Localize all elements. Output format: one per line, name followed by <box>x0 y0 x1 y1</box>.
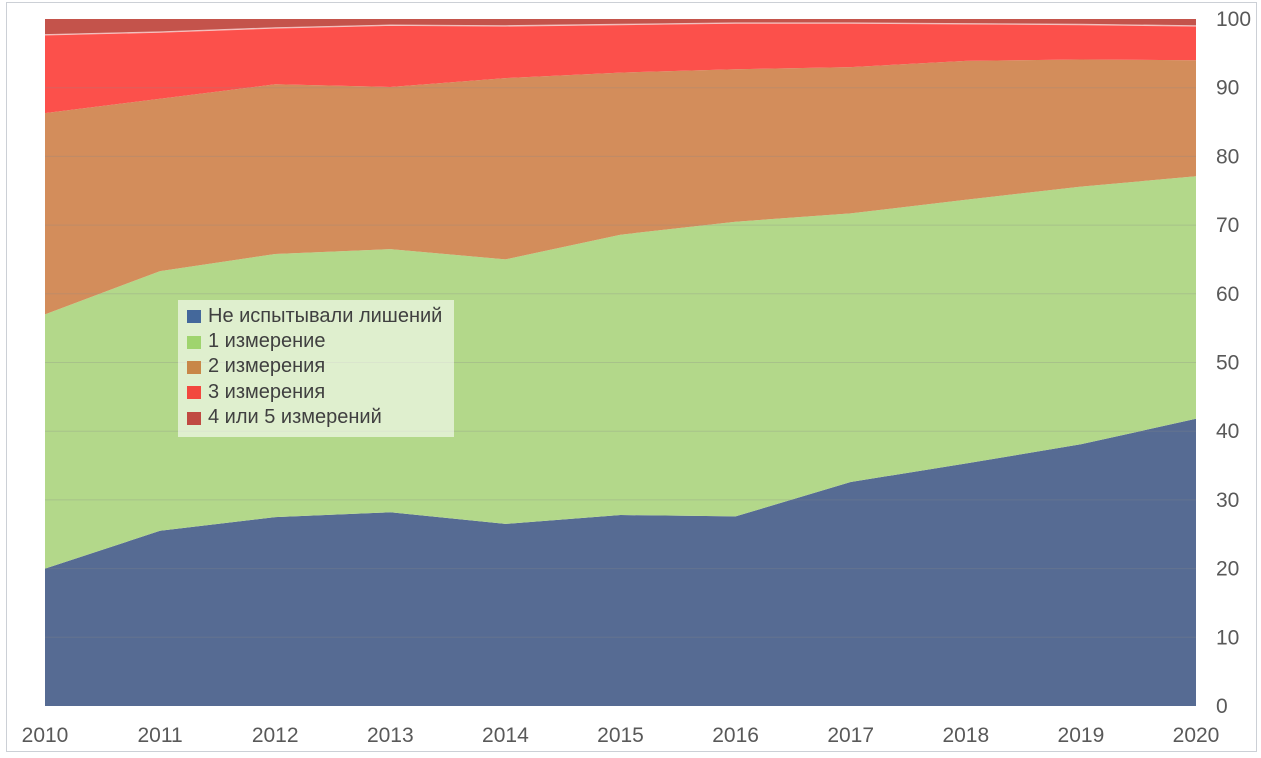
series-separator-line <box>44 22 1197 36</box>
y-axis-label-90: 90 <box>1216 77 1239 100</box>
y-axis-label-10: 10 <box>1216 626 1239 649</box>
y-axis-label-70: 70 <box>1216 214 1239 237</box>
x-axis-label-2013: 2013 <box>367 724 414 747</box>
y-axis-label-60: 60 <box>1216 283 1239 306</box>
x-axis-label-2011: 2011 <box>138 724 183 747</box>
legend-item-two-dimensions: 2 измерения <box>187 355 448 380</box>
legend-label: Не испытывали лишений <box>208 304 443 327</box>
x-axis-label-2016: 2016 <box>712 724 759 747</box>
y-axis-label-20: 20 <box>1216 558 1239 581</box>
legend-swatch-orange <box>187 360 201 374</box>
x-axis-label-2012: 2012 <box>252 724 299 747</box>
y-axis-label-80: 80 <box>1216 145 1239 168</box>
x-axis-label-2017: 2017 <box>827 724 874 747</box>
y-axis-label-30: 30 <box>1216 489 1239 512</box>
legend-label: 1 измерение <box>208 330 326 353</box>
x-axis-label-2019: 2019 <box>1058 724 1105 747</box>
area-no-deprivation <box>45 418 1196 706</box>
legend: Не испытывали лишений 1 измерение 2 изме… <box>178 300 454 437</box>
x-axis-label-2020: 2020 <box>1173 724 1220 747</box>
x-axis-label-2018: 2018 <box>942 724 989 747</box>
legend-item-one-dimension: 1 измерение <box>187 329 448 354</box>
y-axis-label-100: 100 <box>1216 8 1251 31</box>
legend-swatch-green <box>187 335 201 349</box>
x-axis-label-2010: 2010 <box>22 724 69 747</box>
y-axis-label-50: 50 <box>1216 352 1239 375</box>
y-axis-label-0: 0 <box>1216 695 1228 718</box>
area-one-dimension <box>45 176 1196 569</box>
legend-swatch-blue <box>187 310 201 324</box>
area-two-dimensions <box>45 59 1196 315</box>
legend-item-no-deprivation: Не испытывали лишений <box>187 304 448 329</box>
x-axis-label-2015: 2015 <box>597 724 644 747</box>
x-axis-label-2014: 2014 <box>482 724 529 747</box>
legend-swatch-red <box>187 386 201 400</box>
y-axis-label-40: 40 <box>1216 420 1239 443</box>
legend-item-three-dimensions: 3 измерения <box>187 380 448 405</box>
legend-swatch-darkred <box>187 411 201 425</box>
area-three-dimensions <box>45 23 1196 114</box>
legend-label: 3 измерения <box>208 380 326 403</box>
legend-item-four-five-dimensions: 4 или 5 измерений <box>187 406 448 431</box>
legend-label: 4 или 5 измерений <box>208 406 382 429</box>
legend-label: 2 измерения <box>208 355 326 378</box>
